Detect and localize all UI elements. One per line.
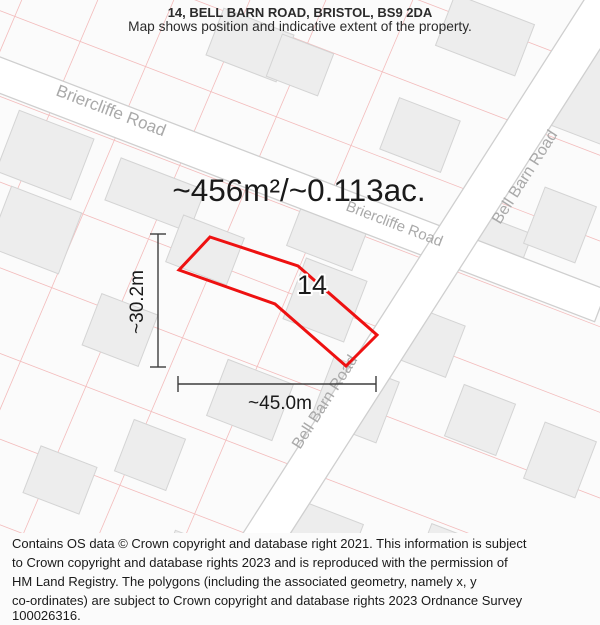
svg-text:~30.2m: ~30.2m [127, 270, 148, 334]
svg-text:14, BELL BARN ROAD, BRISTOL, B: 14, BELL BARN ROAD, BRISTOL, BS9 2DA [168, 5, 433, 20]
svg-text:Map shows position and indicat: Map shows position and indicative extent… [128, 19, 472, 34]
svg-text:~45.0m: ~45.0m [248, 393, 312, 414]
svg-text:~456m²/~0.113ac.: ~456m²/~0.113ac. [172, 172, 425, 208]
svg-text:14: 14 [297, 270, 327, 300]
